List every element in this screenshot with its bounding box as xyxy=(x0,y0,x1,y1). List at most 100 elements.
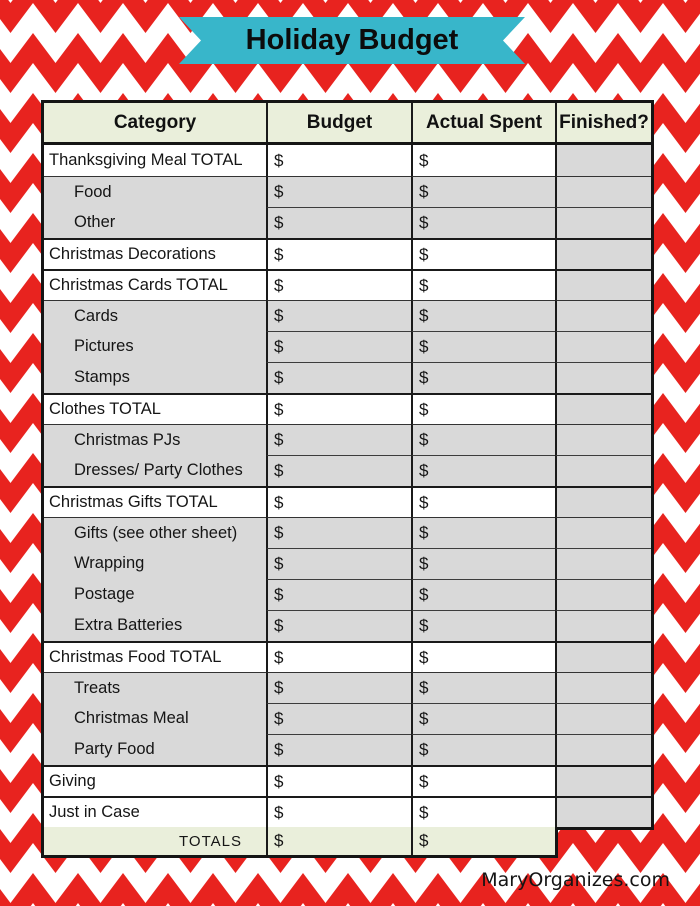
finished-cell xyxy=(555,362,651,393)
column-header-budget: Budget xyxy=(266,103,411,142)
table-row: Giving $ $ xyxy=(44,765,651,796)
category-cell: Clothes TOTAL xyxy=(44,393,266,424)
table-row: Wrapping $ $ xyxy=(44,548,651,579)
budget-cell: $ xyxy=(266,517,411,548)
budget-cell: $ xyxy=(266,641,411,672)
actual-spent-cell: $ xyxy=(411,641,555,672)
category-cell: Wrapping xyxy=(44,548,266,579)
actual-spent-cell: $ xyxy=(411,300,555,331)
finished-cell xyxy=(555,300,651,331)
actual-spent-cell: $ xyxy=(411,517,555,548)
finished-cell xyxy=(555,641,651,672)
table-row: Christmas Cards TOTAL $ $ xyxy=(44,269,651,300)
table-row: Christmas Decorations $ $ xyxy=(44,238,651,269)
finished-cell xyxy=(555,548,651,579)
budget-table: Category Budget Actual Spent Finished? T… xyxy=(41,100,654,830)
table-row: Clothes TOTAL $ $ xyxy=(44,393,651,424)
budget-cell: $ xyxy=(266,672,411,703)
table-row: Stamps $ $ xyxy=(44,362,651,393)
budget-cell: $ xyxy=(266,796,411,827)
page-title: Holiday Budget xyxy=(245,24,459,56)
table-row: Just in Case $ $ xyxy=(44,796,651,827)
totals-budget-cell: $ xyxy=(266,827,411,855)
category-cell: Food xyxy=(44,176,266,207)
category-cell: Extra Batteries xyxy=(44,610,266,641)
actual-spent-cell: $ xyxy=(411,796,555,827)
category-cell: Dresses/ Party Clothes xyxy=(44,455,266,486)
category-cell: Just in Case xyxy=(44,796,266,827)
category-cell: Postage xyxy=(44,579,266,610)
actual-spent-cell: $ xyxy=(411,734,555,765)
finished-cell xyxy=(555,238,651,269)
category-cell: Christmas Decorations xyxy=(44,238,266,269)
category-cell: Christmas Gifts TOTAL xyxy=(44,486,266,517)
table-row: Food $ $ xyxy=(44,176,651,207)
actual-spent-cell: $ xyxy=(411,703,555,734)
table-header-row: Category Budget Actual Spent Finished? xyxy=(44,103,651,145)
finished-cell xyxy=(555,207,651,238)
finished-cell xyxy=(555,765,651,796)
category-cell: Thanksgiving Meal TOTAL xyxy=(44,145,266,176)
category-cell: Christmas Meal xyxy=(44,703,266,734)
finished-cell xyxy=(555,455,651,486)
totals-actual-spent-cell: $ xyxy=(411,827,555,855)
actual-spent-cell: $ xyxy=(411,269,555,300)
budget-cell: $ xyxy=(266,393,411,424)
table-row: Treats $ $ xyxy=(44,672,651,703)
budget-cell: $ xyxy=(266,765,411,796)
category-cell: Christmas Cards TOTAL xyxy=(44,269,266,300)
finished-cell xyxy=(555,145,651,176)
table-row: Gifts (see other sheet) $ $ xyxy=(44,517,651,548)
budget-cell: $ xyxy=(266,548,411,579)
table-row: Christmas PJs $ $ xyxy=(44,424,651,455)
table-row: Thanksgiving Meal TOTAL $ $ xyxy=(44,145,651,176)
category-cell: Christmas PJs xyxy=(44,424,266,455)
table-row: Christmas Meal $ $ xyxy=(44,703,651,734)
actual-spent-cell: $ xyxy=(411,455,555,486)
title-banner: Holiday Budget xyxy=(179,17,525,64)
finished-cell xyxy=(555,579,651,610)
budget-cell: $ xyxy=(266,300,411,331)
table-row: Christmas Food TOTAL $ $ xyxy=(44,641,651,672)
table-row: Christmas Gifts TOTAL $ $ xyxy=(44,486,651,517)
finished-cell xyxy=(555,734,651,765)
actual-spent-cell: $ xyxy=(411,331,555,362)
actual-spent-cell: $ xyxy=(411,207,555,238)
budget-cell: $ xyxy=(266,610,411,641)
category-cell: Cards xyxy=(44,300,266,331)
finished-cell xyxy=(555,796,651,827)
finished-cell xyxy=(555,176,651,207)
table-row: Party Food $ $ xyxy=(44,734,651,765)
table-row: Dresses/ Party Clothes $ $ xyxy=(44,455,651,486)
actual-spent-cell: $ xyxy=(411,610,555,641)
budget-cell: $ xyxy=(266,176,411,207)
actual-spent-cell: $ xyxy=(411,548,555,579)
budget-cell: $ xyxy=(266,579,411,610)
budget-cell: $ xyxy=(266,269,411,300)
actual-spent-cell: $ xyxy=(411,672,555,703)
finished-cell xyxy=(555,672,651,703)
category-cell: Giving xyxy=(44,765,266,796)
table-row: Extra Batteries $ $ xyxy=(44,610,651,641)
budget-cell: $ xyxy=(266,734,411,765)
actual-spent-cell: $ xyxy=(411,486,555,517)
finished-cell xyxy=(555,486,651,517)
category-cell: Gifts (see other sheet) xyxy=(44,517,266,548)
table-row: Pictures $ $ xyxy=(44,331,651,362)
actual-spent-cell: $ xyxy=(411,145,555,176)
category-cell: Other xyxy=(44,207,266,238)
table-row: Other $ $ xyxy=(44,207,651,238)
column-header-category: Category xyxy=(44,103,266,142)
budget-cell: $ xyxy=(266,455,411,486)
budget-cell: $ xyxy=(266,207,411,238)
finished-cell xyxy=(555,703,651,734)
budget-cell: $ xyxy=(266,486,411,517)
table-row: Postage $ $ xyxy=(44,579,651,610)
category-cell: Pictures xyxy=(44,331,266,362)
finished-cell xyxy=(555,331,651,362)
actual-spent-cell: $ xyxy=(411,362,555,393)
site-watermark: MaryOrganizes.com xyxy=(481,869,670,891)
finished-cell xyxy=(555,393,651,424)
budget-cell: $ xyxy=(266,703,411,734)
actual-spent-cell: $ xyxy=(411,579,555,610)
